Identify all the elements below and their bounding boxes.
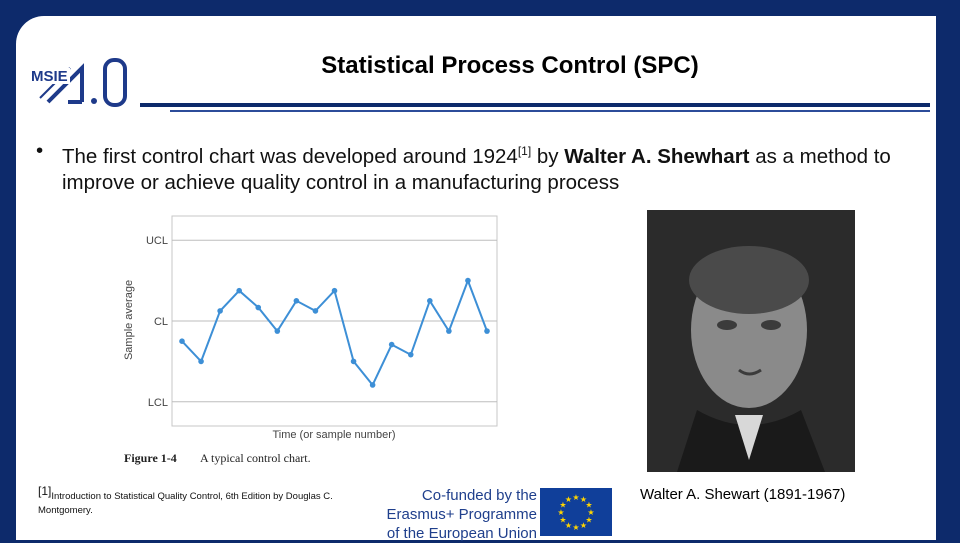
data-point <box>274 328 281 334</box>
eu-star: ★ <box>559 501 566 510</box>
control-limit-label-ucl: UCL <box>146 235 168 247</box>
title-rule-thin <box>170 110 930 112</box>
control-chart: UCL CL LCL Sample average Time (or sample … <box>112 210 512 480</box>
msie-logo: MSIE <box>30 58 127 107</box>
eu-star: ★ <box>587 508 594 517</box>
data-point <box>217 308 223 314</box>
logo-text: MSIE <box>31 68 68 85</box>
footnote-ref: [1] <box>38 484 52 498</box>
control-limit-label-lcl: LCL <box>148 397 168 409</box>
funding-line3: of the European Union <box>386 525 537 542</box>
funding-banner: Co-funded by the Erasmus+ Programme of t… <box>362 478 622 543</box>
eu-flag-icon: ★★★★★★★★★ ★ ★★ <box>540 488 612 536</box>
slide-title: Statistical Process Control (SPC) <box>321 52 699 79</box>
eu-star: ★ <box>572 523 579 532</box>
funding-line1: Co-funded by the <box>421 487 537 504</box>
data-point <box>369 382 376 388</box>
bullet-dot: • <box>36 139 44 162</box>
eu-star: ★ <box>565 521 572 530</box>
bullet-point: • The first control chart was developed … <box>36 138 916 196</box>
data-point <box>331 287 338 294</box>
bullet-text: The first control chart was developed ar… <box>36 138 916 196</box>
bullet-text-part3: as a method to improve or achieve qualit… <box>62 144 891 194</box>
eu-star: ★ <box>559 516 566 525</box>
bullet-ref: [1] <box>517 144 532 158</box>
figure-label: Figure 1-4 <box>124 451 177 465</box>
data-point <box>312 308 319 314</box>
y-axis-label: Sample average <box>123 280 135 360</box>
data-point <box>350 358 357 365</box>
data-point <box>179 338 185 344</box>
portrait-photo <box>647 210 855 472</box>
data-point <box>236 287 242 294</box>
data-point <box>427 298 433 304</box>
figure-caption: A typical control chart. <box>200 451 311 465</box>
eu-star: ★ <box>557 508 564 517</box>
eu-star: ★ <box>585 501 592 510</box>
photo-caption: Walter A. Shewart (1891-1967) <box>640 486 846 503</box>
data-point <box>255 304 262 311</box>
data-point <box>293 298 300 304</box>
footnote: [1]Introduction to Statistical Quality C… <box>38 484 338 518</box>
eu-star: ★ <box>565 495 572 504</box>
data-point <box>465 277 471 284</box>
eu-star: ★ <box>580 521 587 530</box>
control-limit-label-cl: CL <box>154 316 168 328</box>
x-axis-label: Time (or sample number) <box>272 429 395 441</box>
data-point <box>446 328 452 334</box>
bullet-name: Walter A. Shewhart <box>564 144 750 168</box>
eu-star: ★ <box>580 495 587 504</box>
eu-star: ★ <box>585 516 592 525</box>
bullet-text-part2: by <box>531 144 565 168</box>
eu-star: ★ <box>572 493 579 502</box>
funding-line2: Erasmus+ Programme <box>386 506 537 523</box>
footnote-text: Introduction to Statistical Quality Cont… <box>38 491 333 517</box>
data-point <box>407 351 414 358</box>
data-point <box>388 341 395 348</box>
funding-text: Co-funded by the Erasmus+ Programme of t… <box>372 486 537 543</box>
data-point <box>484 328 490 334</box>
data-point <box>198 358 204 365</box>
title-rule <box>140 103 930 107</box>
bullet-text-part1: The first control chart was developed ar… <box>62 144 518 168</box>
